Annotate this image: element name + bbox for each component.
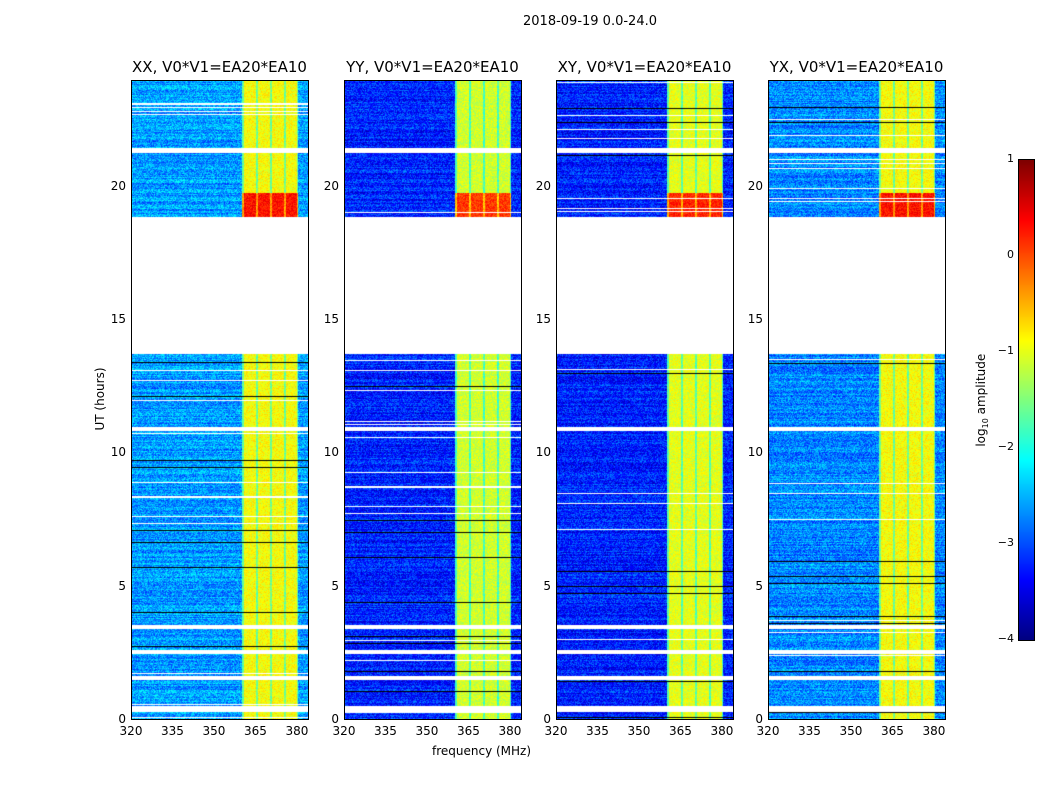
x-tick-label: 320 [332, 724, 356, 738]
x-tick-label: 350 [202, 724, 226, 738]
panel-axes [344, 80, 522, 720]
x-tick-label: 365 [669, 724, 692, 738]
colorbar-gradient [1019, 160, 1034, 640]
panel-axes [768, 80, 946, 720]
x-tick-label: 380 [922, 724, 946, 738]
y-tick-label: 10 [110, 445, 126, 460]
y-tick-label: 10 [323, 445, 339, 460]
y-tick-label: 0 [331, 712, 339, 726]
colorbar [1018, 159, 1035, 641]
y-tick-label: 10 [535, 445, 551, 460]
panel-title: YX, V0*V1=EA20*EA10 [769, 58, 944, 76]
x-tick-label: 365 [244, 724, 267, 738]
heatmap-image [769, 81, 945, 719]
x-tick-label: 320 [544, 724, 568, 738]
y-axis-label: UT (hours) [93, 367, 107, 431]
heatmap-image [557, 81, 733, 719]
colorbar-tick-label: −4 [997, 632, 1014, 645]
y-tick-label: 10 [747, 445, 763, 460]
panel-title: XY, V0*V1=EA20*EA10 [557, 58, 732, 76]
y-tick-label: 5 [543, 578, 551, 593]
x-tick-label: 335 [586, 724, 609, 738]
x-tick-label: 380 [710, 724, 734, 738]
colorbar-tick-label: 0 [1007, 248, 1014, 261]
x-tick-label: 380 [285, 724, 309, 738]
x-axis-label: frequency (MHz) [432, 744, 532, 758]
colorbar-label-rest: amplitude [973, 353, 988, 419]
y-tick-label: 20 [535, 178, 551, 193]
colorbar-tick-label: −2 [997, 440, 1014, 453]
panel-axes [556, 80, 734, 720]
colorbar-label-sub: 10 [981, 418, 991, 429]
colorbar-tick-label: 1 [1007, 152, 1014, 165]
heatmap-image [345, 81, 521, 719]
y-tick-label: 20 [323, 178, 339, 193]
y-tick-label: 0 [543, 712, 551, 726]
x-tick-label: 365 [457, 724, 480, 738]
y-tick-label: 5 [118, 578, 126, 593]
heatmap-image [132, 81, 308, 719]
panel-title: XX, V0*V1=EA20*EA10 [132, 58, 307, 76]
x-tick-label: 380 [498, 724, 522, 738]
x-tick-label: 365 [881, 724, 904, 738]
colorbar-tick-label: −1 [997, 344, 1014, 357]
panel-axes [131, 80, 309, 720]
y-tick-label: 5 [755, 578, 763, 593]
y-tick-label: 15 [110, 312, 126, 326]
panel-title: YY, V0*V1=EA20*EA10 [346, 58, 519, 76]
y-tick-label: 20 [747, 178, 763, 193]
x-tick-label: 335 [798, 724, 821, 738]
x-tick-label: 320 [756, 724, 780, 738]
x-tick-label: 350 [839, 724, 863, 738]
y-tick-label: 5 [331, 578, 339, 593]
y-tick-label: 15 [747, 312, 763, 326]
y-tick-label: 20 [110, 178, 126, 193]
y-tick-label: 15 [323, 312, 339, 326]
x-tick-label: 320 [119, 724, 143, 738]
y-tick-label: 0 [755, 712, 763, 726]
x-tick-label: 350 [627, 724, 651, 738]
x-tick-label: 350 [415, 724, 439, 738]
x-tick-label: 335 [374, 724, 397, 738]
y-tick-label: 0 [118, 712, 126, 726]
y-tick-label: 15 [535, 312, 551, 326]
x-tick-label: 335 [161, 724, 184, 738]
colorbar-tick-label: −3 [997, 536, 1014, 549]
figure-title: 2018-09-19 0.0-24.0 [523, 14, 657, 29]
